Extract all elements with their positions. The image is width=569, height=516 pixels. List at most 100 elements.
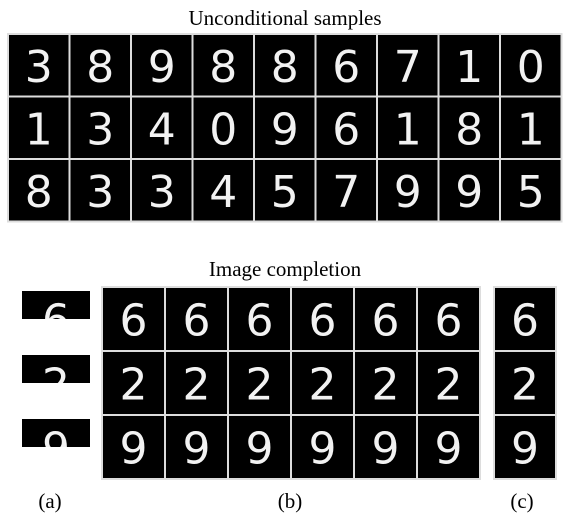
cell bbox=[316, 35, 376, 96]
cell bbox=[166, 288, 227, 350]
digit: 6 bbox=[246, 296, 274, 347]
grid-bg bbox=[101, 286, 481, 480]
digit: 6 bbox=[435, 296, 463, 347]
cell bbox=[132, 97, 192, 158]
digit: 1 bbox=[25, 104, 53, 155]
digit: 5 bbox=[517, 167, 545, 218]
cell bbox=[378, 97, 438, 158]
digit: 1 bbox=[394, 104, 422, 155]
cell bbox=[9, 97, 69, 158]
digit: 6 bbox=[332, 42, 360, 93]
digit: 2 bbox=[372, 360, 400, 411]
cell bbox=[378, 35, 438, 96]
cell bbox=[229, 416, 290, 478]
digit: 5 bbox=[271, 167, 299, 218]
cell bbox=[70, 160, 130, 221]
digit: 6 bbox=[511, 296, 539, 347]
cell bbox=[103, 288, 164, 350]
cell bbox=[166, 416, 227, 478]
cell bbox=[193, 35, 253, 96]
cell bbox=[255, 97, 315, 158]
cell bbox=[418, 288, 479, 350]
cell bbox=[229, 288, 290, 350]
cell bbox=[193, 160, 253, 221]
digit: 9 bbox=[309, 424, 337, 475]
digit: 9 bbox=[372, 424, 400, 475]
title: Image completion bbox=[209, 257, 362, 281]
cell bbox=[103, 416, 164, 478]
cell bbox=[439, 160, 499, 221]
cell bbox=[501, 35, 561, 96]
digit: 9 bbox=[246, 424, 274, 475]
digit: 0 bbox=[209, 104, 237, 155]
digit: 3 bbox=[148, 167, 176, 218]
digit: 8 bbox=[25, 167, 53, 218]
cell bbox=[166, 352, 227, 414]
digit: 6 bbox=[120, 296, 148, 347]
cell bbox=[418, 416, 479, 478]
digit: 2 bbox=[309, 360, 337, 411]
cell bbox=[132, 160, 192, 221]
digit: 1 bbox=[455, 42, 483, 93]
cell bbox=[9, 160, 69, 221]
cell bbox=[439, 35, 499, 96]
cell bbox=[22, 291, 90, 319]
cell bbox=[316, 97, 376, 158]
cell bbox=[495, 352, 555, 414]
cell bbox=[495, 288, 555, 350]
cell bbox=[501, 160, 561, 221]
cell bbox=[292, 416, 353, 478]
cell bbox=[22, 419, 90, 447]
digit: 2 bbox=[511, 360, 539, 411]
digit: 1 bbox=[517, 104, 545, 155]
digit: 8 bbox=[209, 42, 237, 93]
digit: 3 bbox=[25, 42, 53, 93]
digit: 8 bbox=[455, 104, 483, 155]
digit: 2 bbox=[435, 360, 463, 411]
digit: 2 bbox=[42, 360, 70, 411]
cell bbox=[229, 352, 290, 414]
digit: 6 bbox=[372, 296, 400, 347]
digit: 9 bbox=[148, 42, 176, 93]
digit: 9 bbox=[271, 104, 299, 155]
cell bbox=[316, 160, 376, 221]
cell bbox=[418, 352, 479, 414]
digit: 6 bbox=[42, 296, 70, 347]
cell bbox=[355, 352, 416, 414]
digit: 7 bbox=[394, 42, 422, 93]
cell bbox=[70, 35, 130, 96]
panel-label: (b) bbox=[278, 489, 303, 513]
digit: 3 bbox=[86, 167, 114, 218]
cell bbox=[495, 416, 555, 478]
cell bbox=[292, 352, 353, 414]
cell bbox=[355, 416, 416, 478]
cell bbox=[70, 97, 130, 158]
digit: 4 bbox=[209, 167, 237, 218]
cell bbox=[255, 35, 315, 96]
cell bbox=[501, 97, 561, 158]
digit: 7 bbox=[332, 167, 360, 218]
digit: 2 bbox=[120, 360, 148, 411]
digit: 9 bbox=[394, 167, 422, 218]
cell bbox=[22, 355, 90, 383]
cell bbox=[103, 352, 164, 414]
digit: 8 bbox=[86, 42, 114, 93]
digit: 6 bbox=[183, 296, 211, 347]
digit: 4 bbox=[148, 104, 176, 155]
digit: 9 bbox=[455, 167, 483, 218]
cell bbox=[378, 160, 438, 221]
panel-label: (a) bbox=[38, 489, 61, 513]
cell bbox=[132, 35, 192, 96]
digit: 9 bbox=[183, 424, 211, 475]
digit: 8 bbox=[271, 42, 299, 93]
digit: 9 bbox=[42, 424, 70, 475]
digit: 6 bbox=[309, 296, 337, 347]
cell bbox=[439, 97, 499, 158]
digit: 2 bbox=[246, 360, 274, 411]
cell bbox=[255, 160, 315, 221]
title: Unconditional samples bbox=[188, 6, 381, 30]
cell bbox=[292, 288, 353, 350]
digit: 9 bbox=[435, 424, 463, 475]
digit: 9 bbox=[511, 424, 539, 475]
